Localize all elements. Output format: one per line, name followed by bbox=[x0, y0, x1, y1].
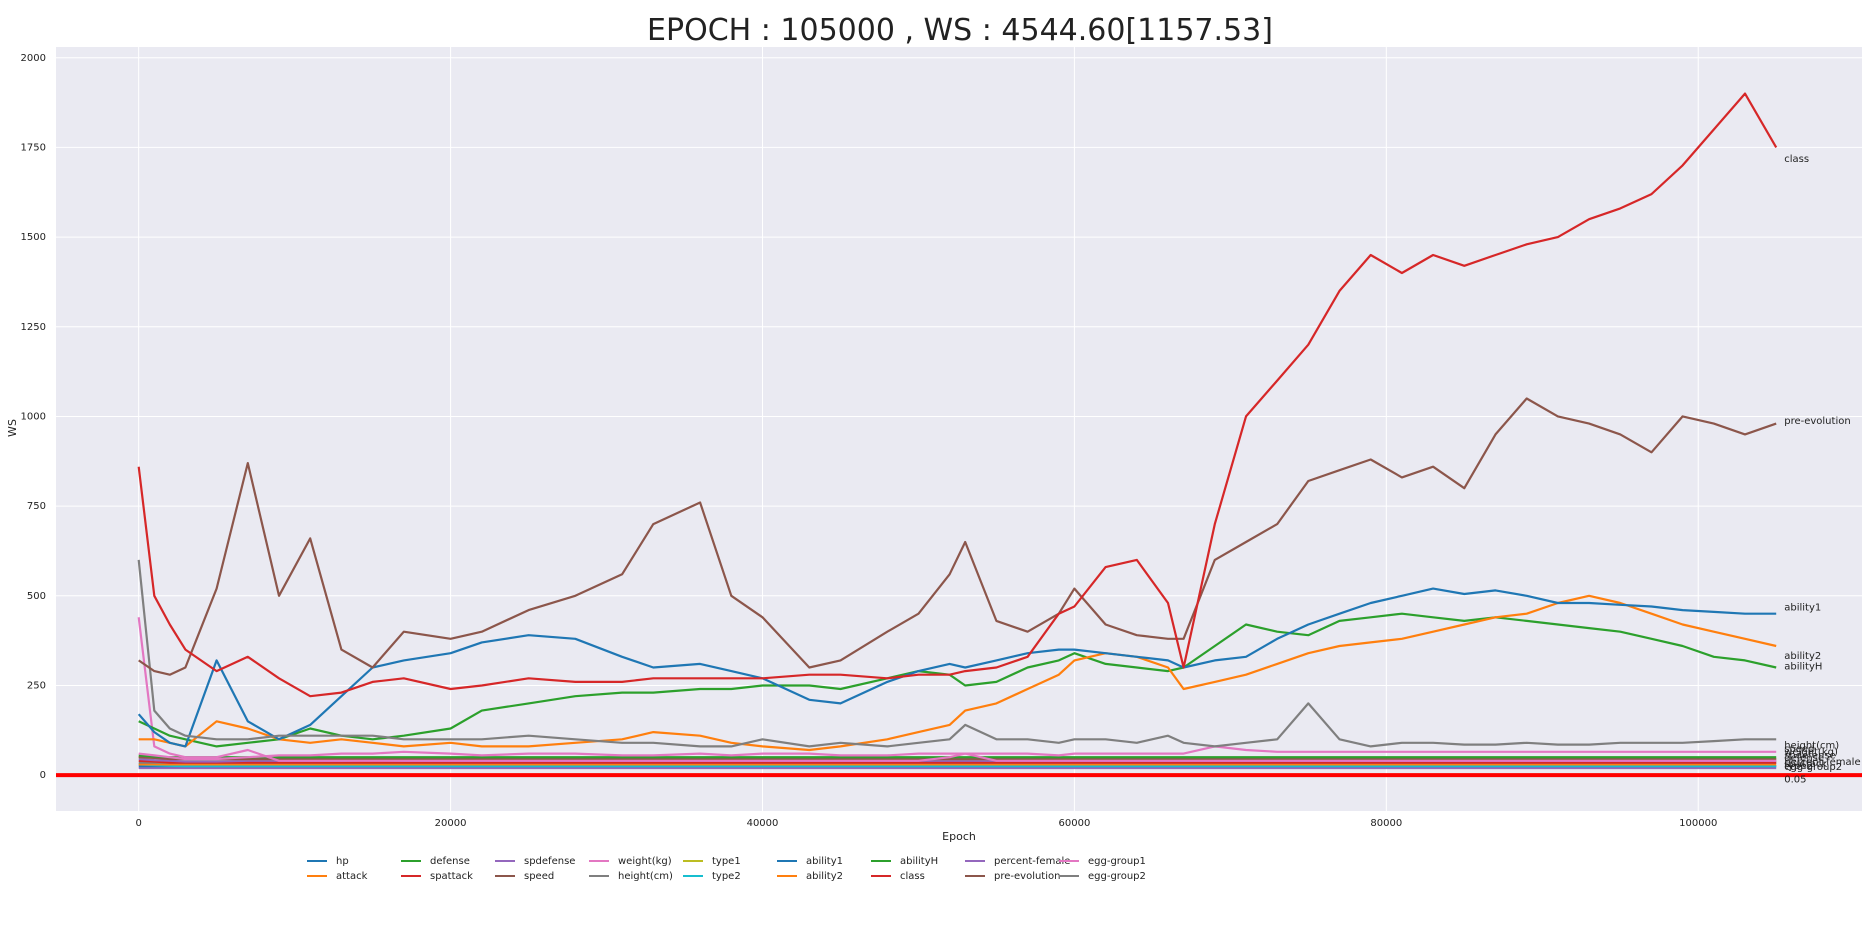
plot-area bbox=[56, 47, 1862, 811]
x-ticks: 0 20000 40000 60000 80000 100000 bbox=[135, 818, 1717, 829]
legend-label: attack bbox=[336, 871, 368, 882]
series-line-pre-evolution bbox=[138, 756, 1777, 761]
x-tick-label: 40000 bbox=[747, 818, 779, 829]
series-line-abilityH bbox=[138, 754, 1777, 759]
legend-label: ability2 bbox=[806, 871, 843, 882]
series-line-weight-kg- bbox=[138, 745, 1777, 761]
x-tick-label: 80000 bbox=[1370, 818, 1402, 829]
end-annotation: height(cm) bbox=[1784, 741, 1839, 752]
x-tick-label: 60000 bbox=[1059, 818, 1091, 829]
y-tick-label: 1500 bbox=[21, 232, 46, 243]
end-annotation: 0.05 bbox=[1784, 775, 1806, 786]
end-annotation: class bbox=[1784, 154, 1809, 165]
series-line-hp bbox=[137, 587, 1777, 748]
legend-label: percent-female bbox=[994, 856, 1070, 867]
y-tick-label: 1750 bbox=[21, 142, 46, 153]
legend-label: type1 bbox=[712, 856, 741, 867]
y-ticks: 0 250 500 750 1000 1250 1500 1750 2000 bbox=[21, 53, 46, 781]
y-tick-label: 2000 bbox=[21, 53, 46, 64]
y-tick-label: 500 bbox=[27, 591, 46, 602]
end-annotation: egg-group2 bbox=[1784, 762, 1842, 773]
legend-label: defense bbox=[430, 856, 470, 867]
legend-label: pre-evolution bbox=[994, 871, 1060, 882]
end-annotation: abilityH bbox=[1784, 662, 1822, 673]
x-tick-label: 0 bbox=[135, 818, 141, 829]
y-axis-label: WS bbox=[6, 419, 19, 437]
legend-label: speed bbox=[524, 871, 554, 882]
y-tick-label: 1250 bbox=[21, 322, 46, 333]
legend-label: class bbox=[900, 871, 925, 882]
end-annotation: weight(kg) bbox=[1784, 747, 1838, 758]
chart-title: EPOCH : 105000 , WS : 4544.60[1157.53] bbox=[647, 13, 1273, 48]
series-line-height-cm- bbox=[137, 559, 1777, 748]
end-annotation: spdefense bbox=[1784, 751, 1835, 762]
legend-label: egg-group2 bbox=[1088, 871, 1146, 882]
y-tick-label: 250 bbox=[27, 680, 46, 691]
legend-label: hp bbox=[336, 856, 349, 867]
end-annotations: class pre-evolution ability1 ability2abilit… bbox=[1784, 154, 1860, 786]
y-tick-label: 0 bbox=[40, 770, 46, 781]
series-line-speed bbox=[138, 397, 1777, 676]
legend-label: spdefense bbox=[524, 856, 575, 867]
series-line-defense bbox=[138, 612, 1777, 748]
series-line-class bbox=[138, 759, 1777, 764]
series-line-egg-group1 bbox=[137, 617, 1777, 762]
legend-label: type2 bbox=[712, 871, 741, 882]
legend-label: weight(kg) bbox=[618, 856, 672, 867]
series-lines bbox=[137, 92, 1778, 770]
end-annotation: type2 bbox=[1784, 761, 1813, 772]
legend-label: spattack bbox=[430, 871, 473, 882]
legend-label: egg-group1 bbox=[1088, 856, 1146, 867]
end-annotation: ability1 bbox=[1784, 603, 1821, 614]
end-annotation: percent-female bbox=[1784, 757, 1860, 768]
end-annotation: ability2 bbox=[1784, 651, 1821, 662]
x-tick-label: 100000 bbox=[1679, 818, 1717, 829]
end-annotation: speed bbox=[1784, 744, 1814, 755]
legend-label: abilityH bbox=[900, 856, 938, 867]
legend-label: height(cm) bbox=[618, 871, 673, 882]
y-tick-label: 1000 bbox=[21, 411, 46, 422]
series-line-attack bbox=[138, 594, 1777, 752]
end-annotation: spattack bbox=[1784, 759, 1827, 770]
end-annotation: pre-evolution bbox=[1784, 416, 1850, 427]
legend-label: ability1 bbox=[806, 856, 843, 867]
x-tick-label: 20000 bbox=[435, 818, 467, 829]
end-annotation: defense bbox=[1784, 753, 1824, 764]
series-line-type2 bbox=[138, 763, 1777, 768]
series-line-spattack bbox=[137, 92, 1778, 698]
y-tick-label: 750 bbox=[27, 501, 46, 512]
x-axis-label: Epoch bbox=[942, 830, 976, 843]
legend: hp attack defense spattack spdefense speed wei… bbox=[307, 856, 1146, 882]
